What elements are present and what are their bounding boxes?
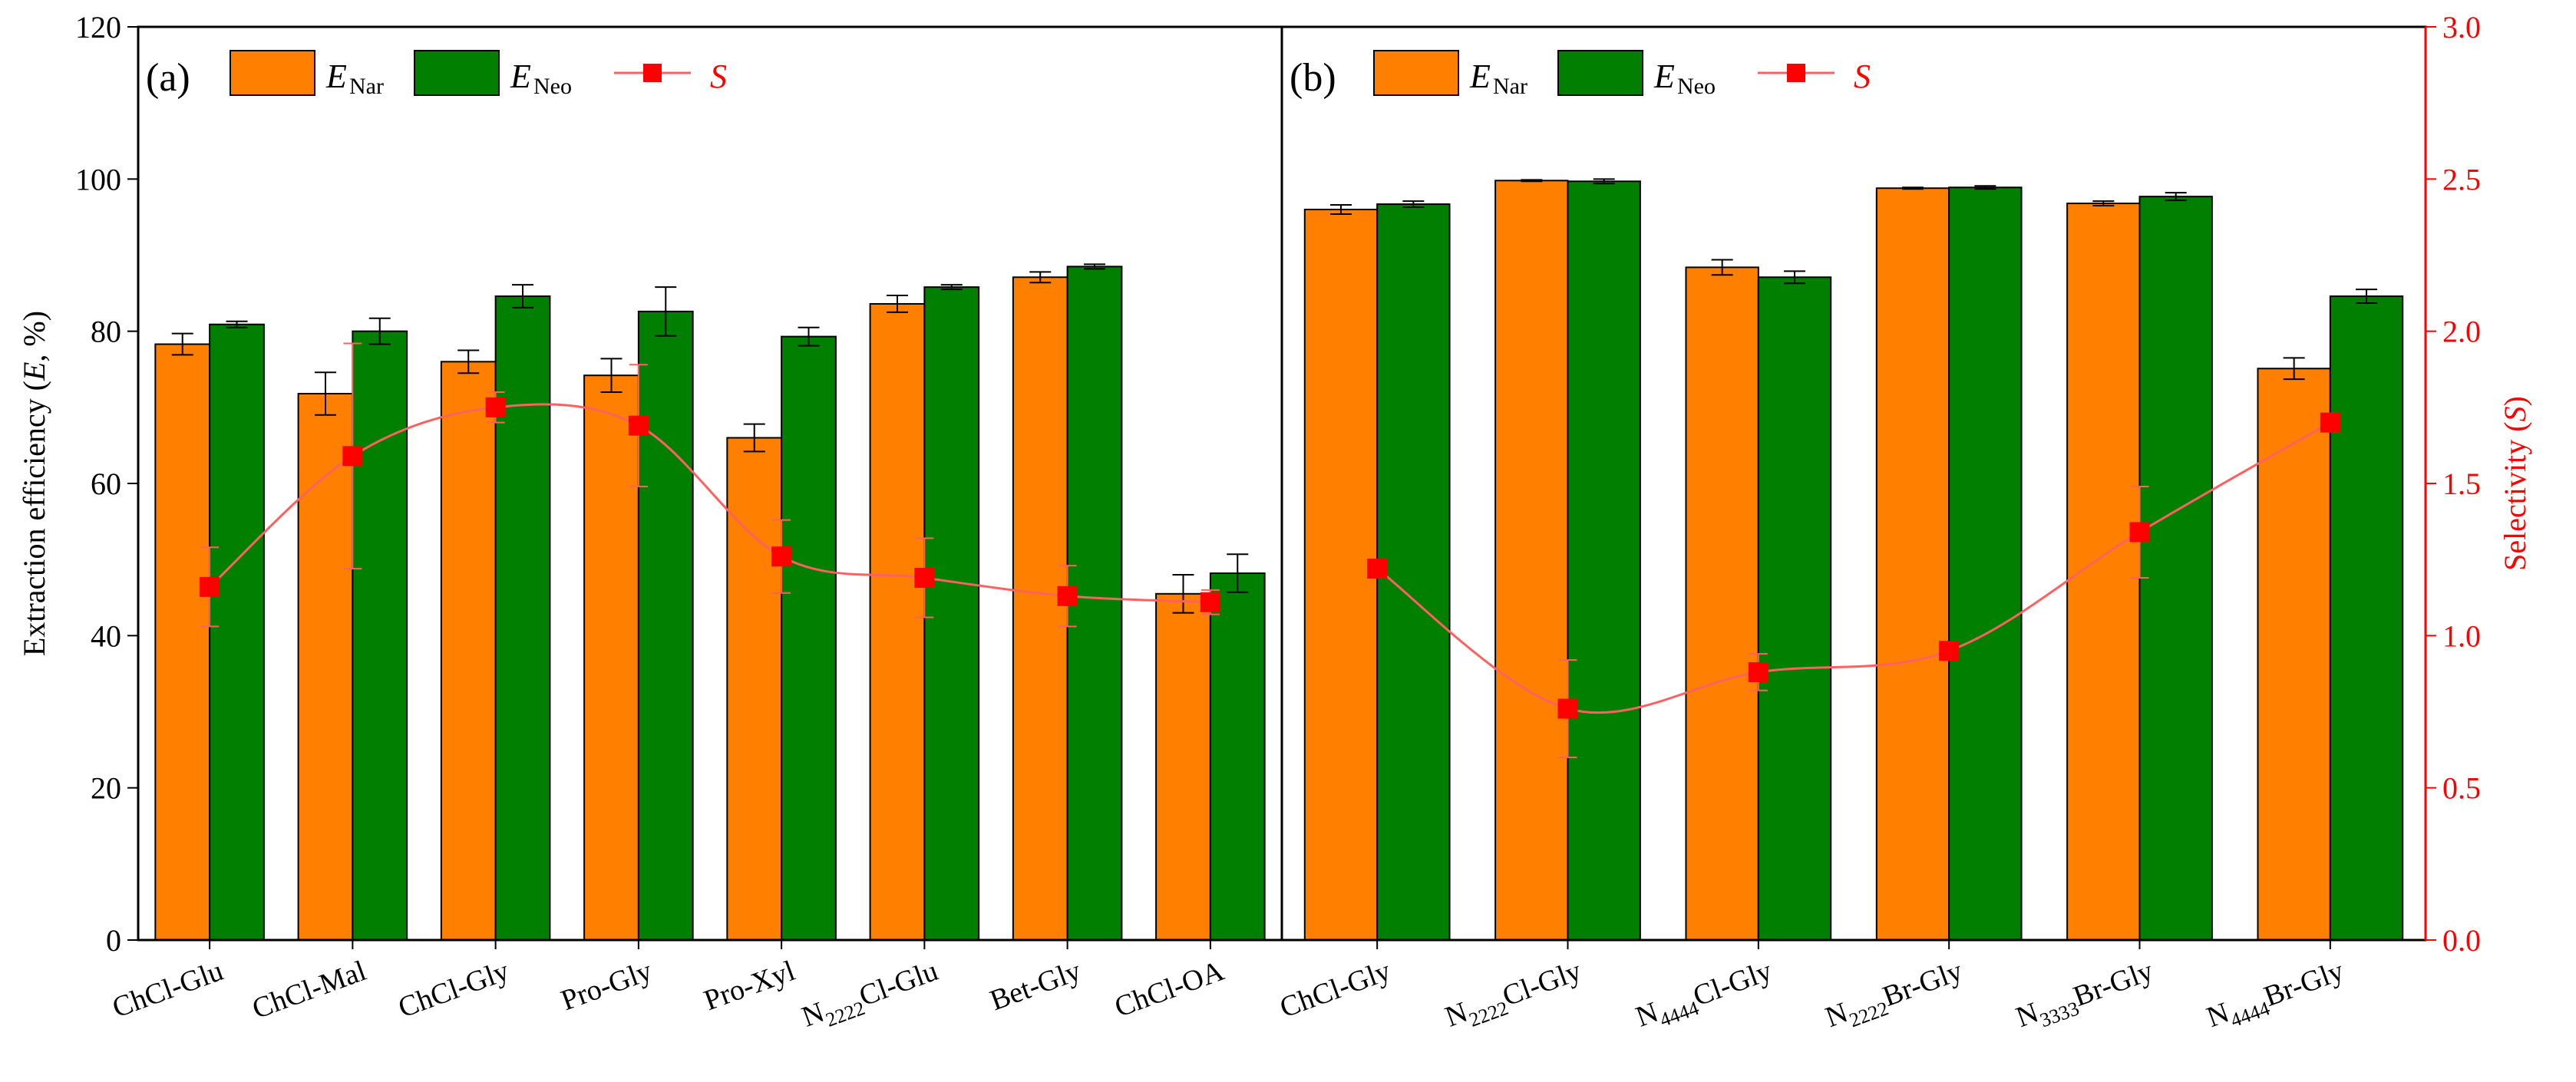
y-tick-label-6: 120 xyxy=(75,10,121,45)
bar-neo-2 xyxy=(1757,276,1832,941)
selectivity-point-1 xyxy=(1557,698,1578,719)
panel-b-label: (b) xyxy=(1290,56,1336,100)
right-y-tick-label-1: 0.5 xyxy=(2442,771,2481,806)
legend-s-marker xyxy=(643,64,662,82)
y-tick-label-5: 100 xyxy=(75,162,121,196)
bar-nar-3 xyxy=(583,374,639,941)
legend-s-label: S xyxy=(1854,58,1871,95)
selectivity-curve xyxy=(1376,421,2331,714)
bar-nar-3 xyxy=(1875,187,1950,941)
bar-neo-3 xyxy=(637,310,694,941)
selectivity-point-7 xyxy=(1200,592,1220,612)
selectivity-point-4 xyxy=(771,546,792,567)
legend-neo-subscript: Neo xyxy=(1677,74,1716,99)
legend-nar-swatch xyxy=(1373,50,1459,96)
selectivity-point-4 xyxy=(2129,522,2150,543)
selectivity-point-2 xyxy=(1748,661,1769,682)
selectivity-point-5 xyxy=(914,567,935,588)
right-y-tick-label-3: 1.5 xyxy=(2442,467,2481,501)
bar-neo-0 xyxy=(209,323,265,942)
panel-b-legend: E Nar E Neo S xyxy=(1373,50,1871,99)
bar-nar-4 xyxy=(2066,203,2141,942)
y-tick-label-1: 20 xyxy=(91,771,121,806)
selectivity-point-0 xyxy=(200,576,220,597)
selectivity-point-5 xyxy=(2320,412,2340,433)
panel-a-selectivity xyxy=(200,342,1220,628)
y-tick-label-3: 60 xyxy=(91,467,121,501)
legend-s-marker xyxy=(1787,64,1805,82)
panel-a-y-axis-title: Extraction efficiency (E, %) xyxy=(17,311,51,656)
bar-neo-4 xyxy=(2138,196,2213,941)
bar-nar-0 xyxy=(1303,209,1379,941)
panel-b-right-y-axis: 0.0 0.5 1.0 1.5 2.0 2.5 3.0 xyxy=(2424,10,2481,958)
panel-b-y-axis-title: Selectivity (S) xyxy=(2498,396,2532,571)
legend-nar-label: E xyxy=(1469,58,1491,95)
panel-a-y-axis: 0 20 40 60 80 100 120 xyxy=(75,10,138,958)
right-y-tick-label-5: 2.5 xyxy=(2442,162,2481,196)
bar-neo-3 xyxy=(1948,186,2023,942)
right-y-tick-label-2: 1.0 xyxy=(2442,619,2481,653)
legend-nar-subscript: Nar xyxy=(349,74,384,99)
legend-neo-subscript: Neo xyxy=(533,74,572,99)
legend-neo-swatch xyxy=(1557,50,1643,96)
selectivity-point-6 xyxy=(1057,586,1078,606)
panel-b-bars xyxy=(1303,178,2404,942)
panel-b-selectivity xyxy=(1367,412,2340,758)
legend-nar-subscript: Nar xyxy=(1493,74,1527,99)
bar-nar-1 xyxy=(1494,180,1569,942)
bar-neo-4 xyxy=(781,335,837,941)
legend-neo-label: E xyxy=(1653,58,1675,95)
bar-nar-5 xyxy=(869,302,926,941)
bar-nar-0 xyxy=(154,343,211,941)
legend-nar-swatch xyxy=(230,50,315,96)
panel-a-bars xyxy=(154,263,1266,942)
y-tick-label-4: 80 xyxy=(91,315,121,349)
legend-neo-label: E xyxy=(510,58,531,95)
bar-nar-2 xyxy=(440,361,497,942)
bar-nar-7 xyxy=(1155,592,1211,942)
bar-neo-1 xyxy=(352,330,408,941)
selectivity-point-2 xyxy=(485,397,506,417)
bar-neo-1 xyxy=(1567,180,1641,941)
bar-neo-0 xyxy=(1376,203,1451,941)
y-tick-label-0: 0 xyxy=(106,923,121,958)
bar-neo-5 xyxy=(923,286,980,941)
bar-nar-5 xyxy=(2257,368,2331,941)
selectivity-point-0 xyxy=(1367,559,1388,579)
bar-nar-4 xyxy=(726,437,783,941)
selectivity-point-3 xyxy=(1939,641,1960,661)
y-tick-label-2: 40 xyxy=(91,619,121,653)
selectivity-point-1 xyxy=(342,446,363,467)
bar-nar-2 xyxy=(1685,266,1759,942)
legend-s-label: S xyxy=(710,58,727,95)
panel-a-legend: E Nar E Neo S xyxy=(230,50,727,99)
bar-neo-7 xyxy=(1209,572,1266,941)
bar-nar-6 xyxy=(1012,276,1068,941)
panel-a-label: (a) xyxy=(146,56,190,100)
bar-neo-5 xyxy=(2329,295,2404,941)
legend-neo-swatch xyxy=(414,50,500,96)
right-y-tick-label-4: 2.0 xyxy=(2442,315,2481,349)
selectivity-point-3 xyxy=(628,415,649,436)
right-y-tick-label-0: 0.0 xyxy=(2442,923,2481,958)
legend-nar-label: E xyxy=(325,58,347,95)
right-y-tick-label-6: 3.0 xyxy=(2442,10,2481,45)
